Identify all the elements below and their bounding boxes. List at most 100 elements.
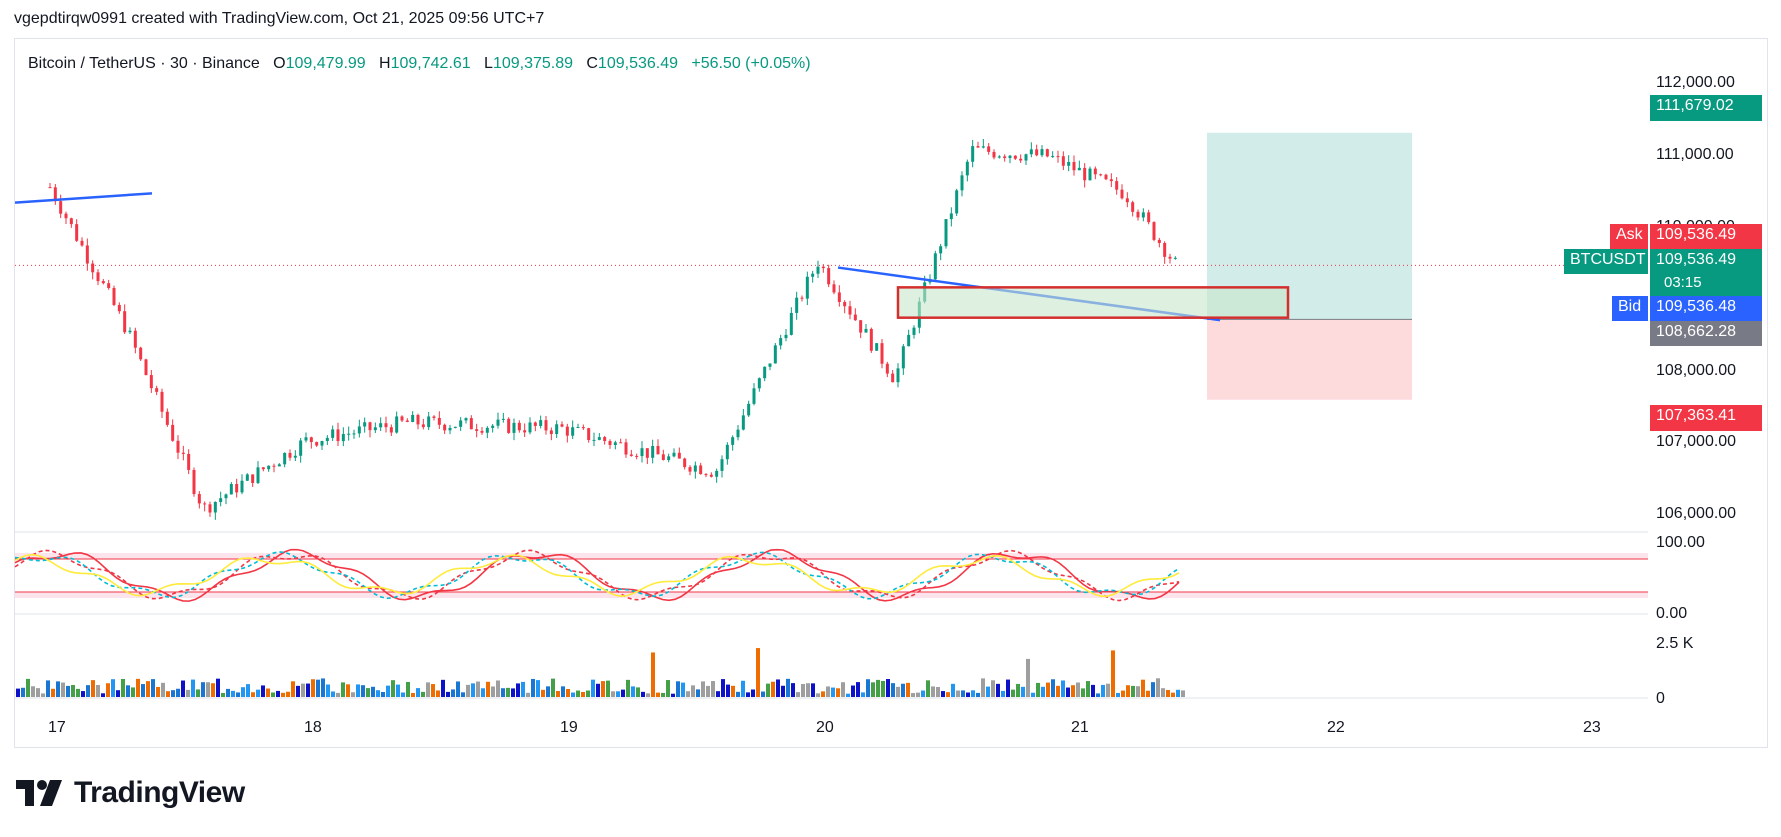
volume-bar [616, 691, 620, 697]
target-price-tag: 111,679.02 [1650, 95, 1762, 121]
volume-bar [806, 683, 810, 697]
candle-body [848, 306, 852, 315]
volume-bar [231, 690, 235, 697]
candle-body [309, 437, 313, 443]
volume-bar [986, 686, 990, 697]
candle-body [864, 328, 868, 333]
candle-body [901, 346, 905, 369]
volume-bar [356, 684, 360, 697]
candle-body [1029, 149, 1033, 155]
volume-bar [776, 679, 780, 697]
candle-body [283, 452, 287, 465]
symbol-name[interactable]: Bitcoin / TetherUS · 30 · Binance [28, 55, 260, 72]
volume-bar [321, 678, 325, 697]
price-tick: 107,000.00 [1656, 433, 1737, 450]
candle-body [48, 187, 52, 189]
candle-body [176, 440, 180, 453]
candle-body [1045, 149, 1049, 157]
ask-price-tag: 109,536.49 [1650, 224, 1762, 249]
volume-bar [651, 652, 655, 697]
volume-bar [46, 680, 50, 697]
candle-body [949, 213, 953, 220]
volume-bar [266, 688, 270, 697]
candle-body [517, 422, 521, 431]
candle-body [656, 446, 660, 455]
candle-body [859, 320, 863, 333]
candle-body [480, 430, 484, 433]
candle-body [485, 427, 489, 433]
candle-body [981, 146, 985, 148]
candle-body [869, 328, 873, 351]
candle-body [187, 453, 191, 470]
candle-body [400, 416, 404, 421]
volume-bar [161, 682, 165, 697]
volume-bar [81, 691, 85, 697]
volume-bar [551, 678, 555, 697]
candle-body [1003, 156, 1007, 159]
candle-body [245, 474, 249, 481]
oscillator-line [14, 553, 1180, 598]
volume-bar [191, 679, 195, 697]
volume-bar [466, 684, 470, 697]
candle-body [640, 448, 644, 457]
candle-body [987, 146, 991, 152]
symbol-legend[interactable]: Bitcoin / TetherUS · 30 · Binance O109,4… [28, 55, 811, 73]
volume-bar [561, 686, 565, 697]
volume-bar [236, 692, 240, 697]
volume-bar [756, 648, 760, 697]
volume-bar [781, 685, 785, 697]
volume-bar [956, 690, 960, 697]
candle-body [896, 368, 900, 383]
volume-bar [166, 691, 170, 697]
candle-body [827, 268, 831, 285]
volume-bar [1161, 688, 1165, 697]
candle-body [389, 427, 393, 433]
volume-bar [831, 687, 835, 697]
candle-body [1088, 168, 1092, 181]
candle-body [768, 363, 772, 367]
candle-body [1093, 168, 1097, 175]
volume-bar [1041, 686, 1045, 697]
candle-body [779, 338, 783, 346]
candle-body [821, 266, 825, 269]
candle-body [59, 201, 63, 214]
candle-body [960, 175, 964, 191]
candle-body [725, 444, 729, 460]
candle-body [69, 218, 73, 225]
volume-bar [326, 684, 330, 697]
candle-body [971, 146, 975, 162]
volume-bar [896, 686, 900, 697]
volume-bar [216, 678, 220, 697]
candle-body [933, 253, 937, 280]
candle-body [832, 284, 836, 293]
candle-body [885, 363, 889, 374]
volume-bar [996, 683, 1000, 697]
volume-bar [291, 681, 295, 697]
volume-bar [386, 685, 390, 697]
volume-bar [1061, 680, 1065, 697]
oscillator-tick-bottom: 0.00 [1656, 605, 1688, 622]
volume-bar [1011, 689, 1015, 697]
volume-bar [431, 684, 435, 697]
volume-bar [441, 679, 445, 697]
volume-bar [566, 688, 570, 697]
candle-body [1040, 149, 1044, 156]
volume-bar [221, 692, 225, 697]
volume-bar [76, 688, 80, 697]
volume-bar [736, 691, 740, 697]
volume-bar [106, 683, 110, 697]
volume-bar [16, 688, 20, 697]
volume-bar [501, 688, 505, 697]
volume-bar [876, 679, 880, 697]
volume-bar [21, 687, 25, 697]
candle-body [128, 330, 132, 333]
candle-body [149, 375, 153, 389]
time-tick: 18 [304, 719, 322, 736]
price-tick: 112,000.00 [1656, 74, 1735, 91]
volume-bar [786, 678, 790, 697]
candle-body [240, 480, 244, 493]
candle-body [1125, 198, 1129, 203]
volume-bar [851, 685, 855, 697]
candle-body [421, 424, 425, 428]
